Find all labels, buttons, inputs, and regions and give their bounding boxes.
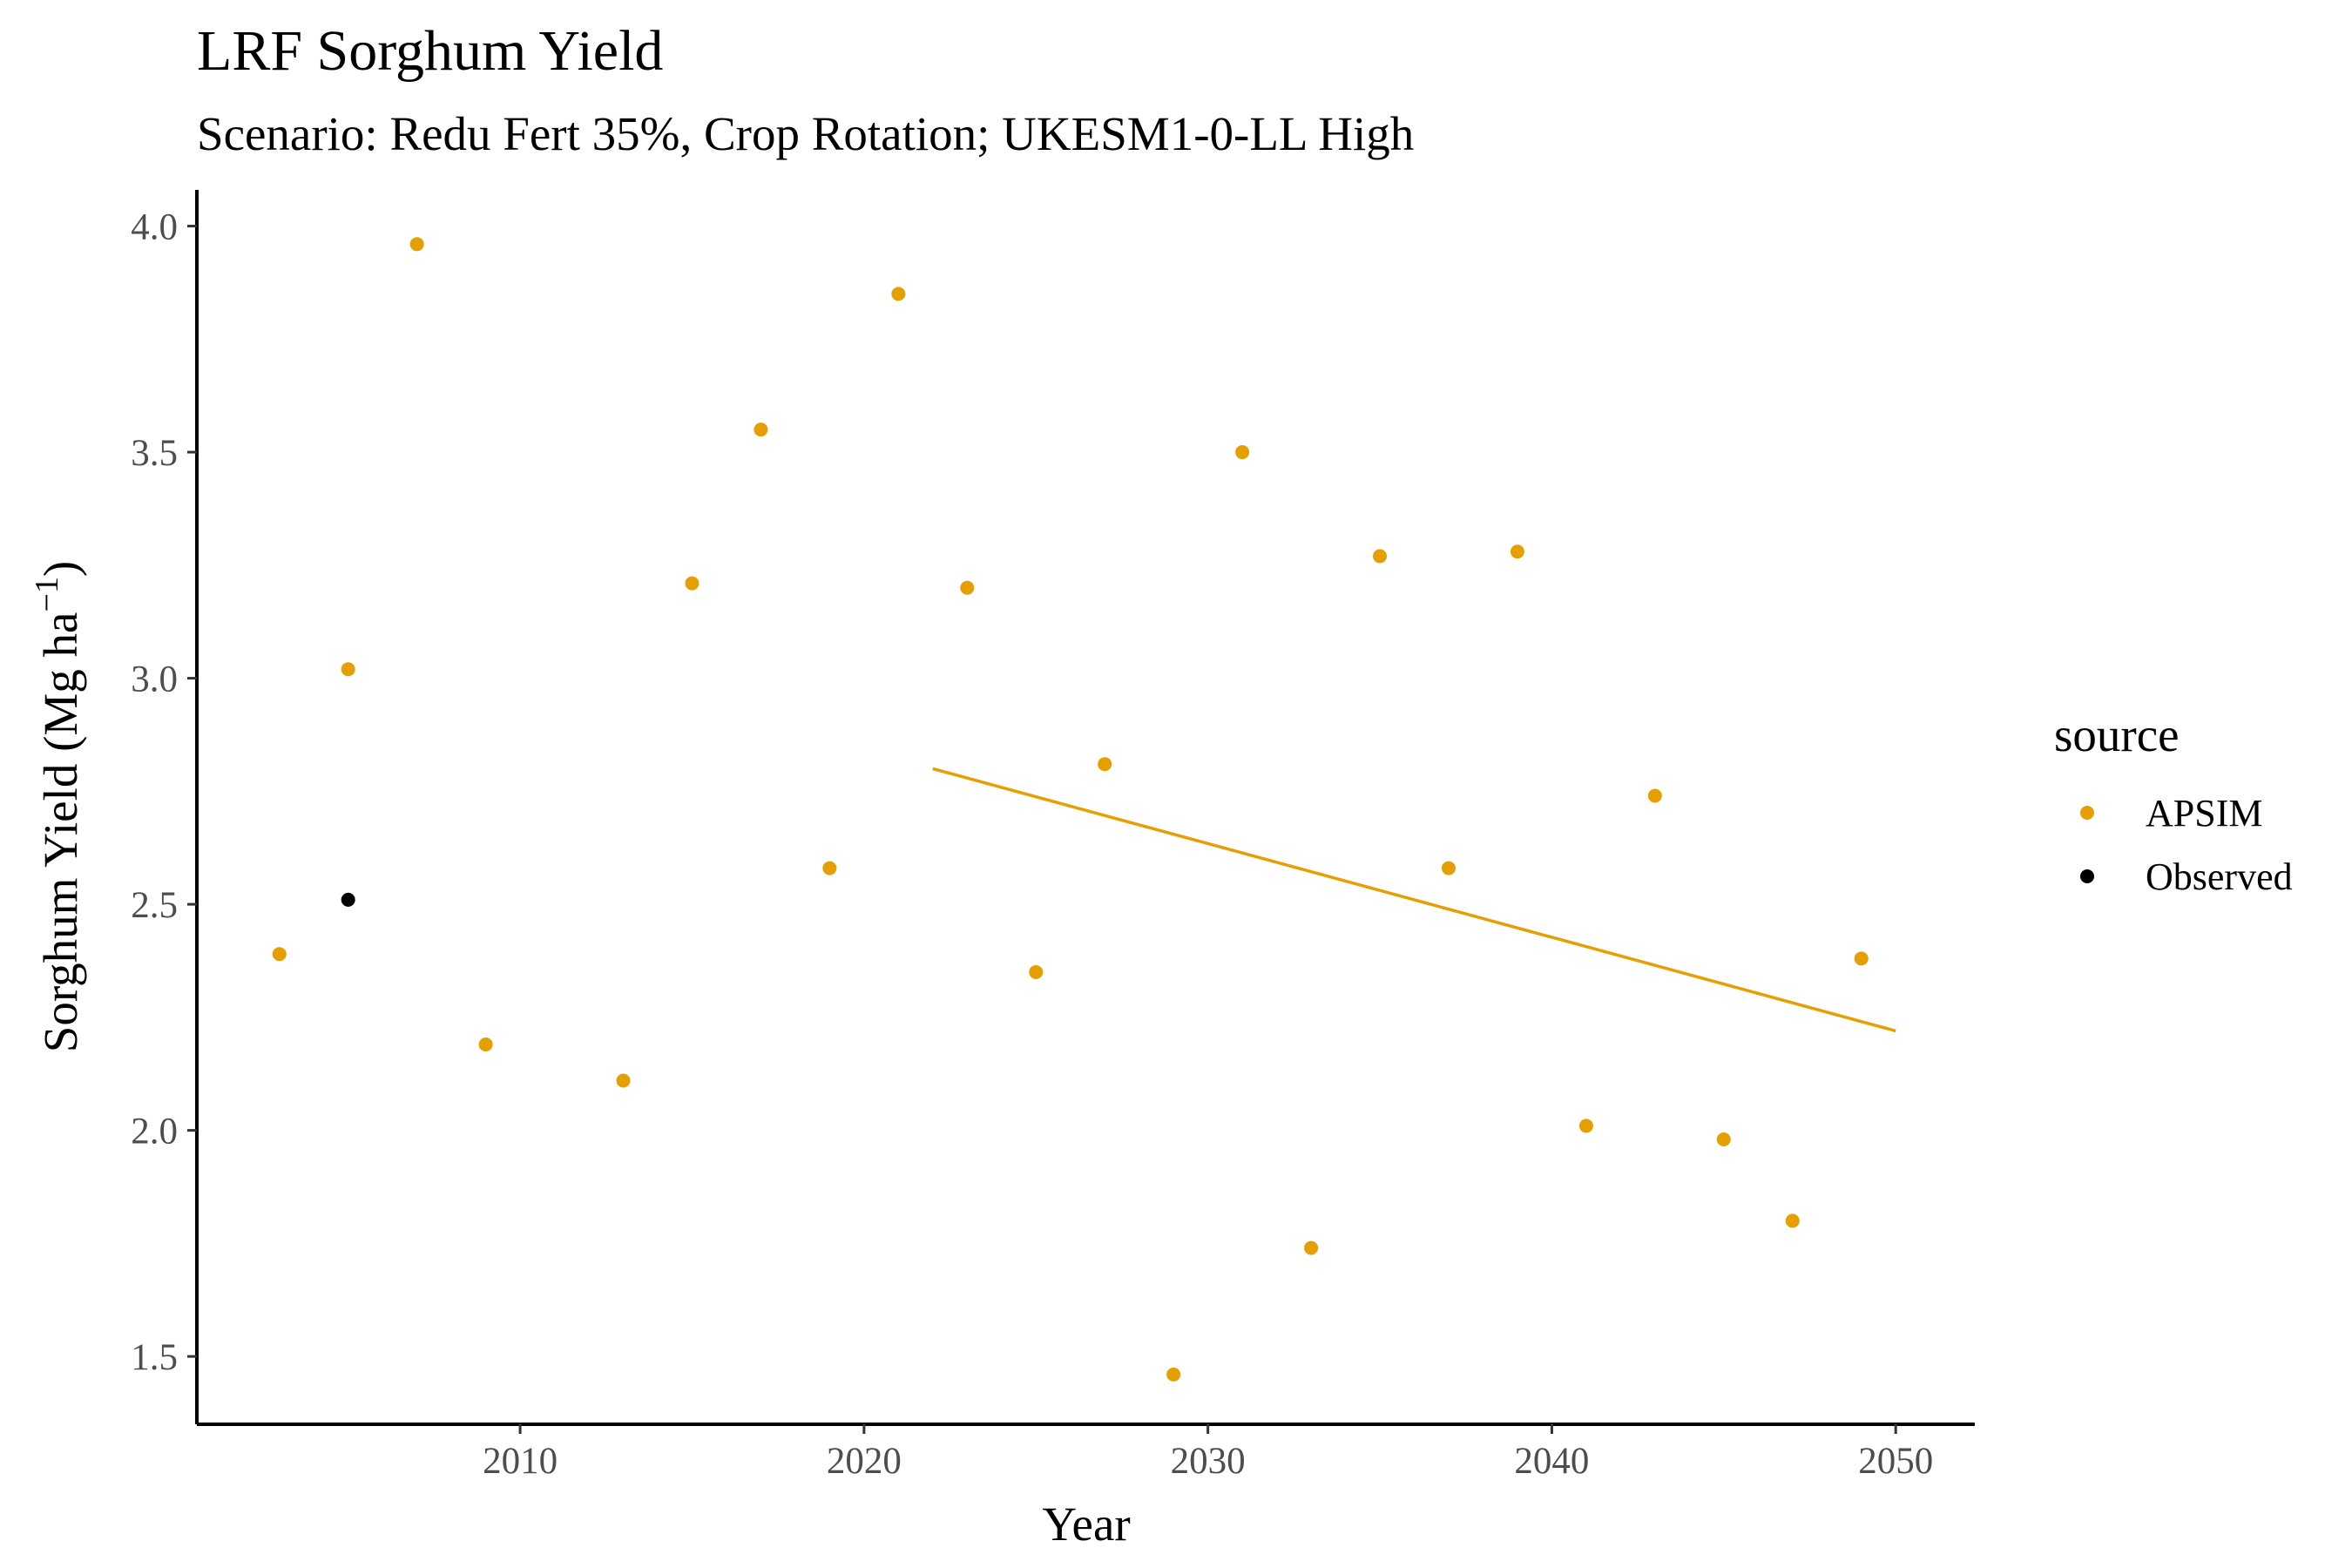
data-point-apsim [1029, 964, 1044, 979]
data-point-apsim [616, 1073, 631, 1088]
data-point-observed [341, 892, 355, 907]
y-tick-label: 2.0 [131, 1112, 178, 1152]
chart-subtitle: Scenario: Redu Fert 35%, Crop Rotation; … [197, 107, 1414, 160]
y-tick-label: 3.0 [131, 659, 178, 700]
data-point-apsim [1373, 549, 1388, 564]
data-point-apsim [478, 1037, 493, 1051]
data-point-apsim [822, 861, 837, 875]
trend-layer [932, 767, 1896, 1033]
data-point-apsim [1166, 1367, 1181, 1382]
data-point-apsim [891, 287, 906, 301]
data-point-apsim [960, 580, 975, 595]
x-ticks: 2010 2020 2030 2040 2050 [483, 1424, 1933, 1482]
data-point-apsim [1441, 861, 1456, 875]
data-point-apsim [409, 237, 424, 252]
legend-key-observed [2080, 869, 2094, 883]
data-point-apsim [1716, 1132, 1731, 1146]
x-axis-title: Year [1042, 1497, 1130, 1551]
legend-label-apsim: APSIM [2146, 792, 2263, 835]
legend-label-observed: Observed [2146, 855, 2293, 898]
legend-key-apsim [2080, 806, 2094, 820]
plot-area [272, 237, 1896, 1382]
y-axis-title-close: ) [34, 561, 87, 577]
y-ticks: 1.5 2.0 2.5 3.0 3.5 4.0 [131, 207, 197, 1378]
x-tick-label: 2040 [1514, 1441, 1589, 1482]
data-point-apsim [1854, 951, 1869, 966]
point-layer [272, 237, 1869, 1382]
data-point-apsim [1304, 1240, 1319, 1255]
x-tick-label: 2030 [1171, 1441, 1246, 1482]
y-axis-title-exponent: −1 [29, 577, 65, 612]
data-point-apsim [1578, 1119, 1593, 1133]
trend-line [932, 767, 1896, 1033]
legend: source APSIM Observed [2054, 708, 2293, 898]
chart-title: LRF Sorghum Yield [197, 19, 663, 83]
data-point-apsim [754, 422, 768, 437]
y-axis-title: Sorghum Yield (Mg ha−1) [29, 561, 87, 1052]
legend-title: source [2054, 708, 2180, 761]
data-point-apsim [341, 662, 355, 677]
x-tick-label: 2050 [1858, 1441, 1933, 1482]
data-point-apsim [1235, 445, 1250, 460]
y-axis-title-main: Sorghum Yield (Mg ha [34, 612, 87, 1053]
data-point-apsim [1647, 788, 1662, 803]
x-tick-label: 2010 [483, 1441, 558, 1482]
data-point-apsim [272, 947, 287, 962]
data-point-apsim [1785, 1213, 1800, 1228]
y-tick-label: 3.5 [131, 433, 178, 474]
y-tick-label: 1.5 [131, 1337, 178, 1378]
data-point-apsim [1098, 757, 1112, 772]
data-point-apsim [685, 576, 700, 591]
x-tick-label: 2020 [827, 1441, 902, 1482]
y-tick-label: 4.0 [131, 207, 178, 248]
y-tick-label: 2.5 [131, 885, 178, 926]
data-point-apsim [1510, 544, 1524, 559]
